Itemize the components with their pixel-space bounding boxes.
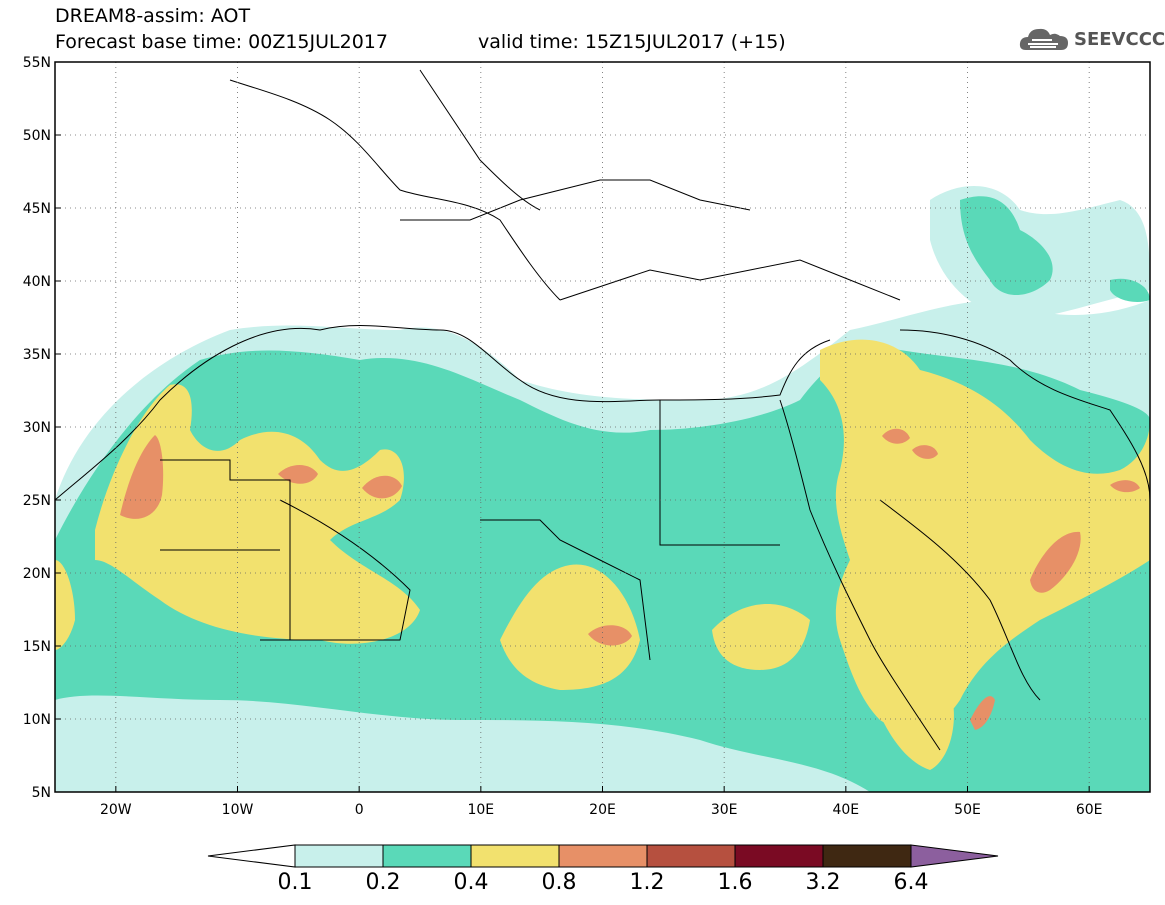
colorbar-swatch	[734, 844, 824, 868]
lat-tick-label: 15N	[23, 639, 51, 655]
colorbar-swatch	[382, 844, 472, 868]
colorbar-level-label: 1.2	[629, 870, 665, 895]
cloud-icon	[1019, 28, 1068, 50]
lon-tick-label: 10W	[222, 802, 254, 818]
aot-band-0.8	[120, 428, 1140, 730]
lat-tick-label: 25N	[23, 493, 51, 509]
lat-tick-label: 50N	[23, 128, 51, 144]
lon-tick-label: 20W	[100, 802, 132, 818]
lon-tick-label: 50E	[954, 802, 981, 818]
lat-tick-label: 55N	[23, 55, 51, 71]
logo-text: SEEVCCC	[1074, 28, 1165, 50]
map-title: DREAM8-assim: AOT	[55, 5, 251, 27]
gridlines	[55, 61, 1150, 793]
forecast-base-time: Forecast base time: 00Z15JUL2017	[55, 31, 388, 53]
colorbar-level-label: 3.2	[805, 870, 841, 895]
lon-tick-label: 60E	[1076, 802, 1103, 818]
lon-tick-label: 0	[355, 802, 364, 818]
lat-tick-label: 5N	[32, 785, 51, 801]
colorbar-over-arrow	[910, 844, 999, 868]
colorbar-level-label: 6.4	[893, 870, 929, 895]
lon-tick-label: 10E	[467, 802, 494, 818]
colorbar-swatch	[558, 844, 648, 868]
lon-tick-label: 40E	[832, 802, 859, 818]
colorbar-swatch	[294, 844, 384, 868]
seevccc-logo: SEEVCCC	[1018, 24, 1165, 54]
lat-tick-label: 20N	[23, 566, 51, 582]
lat-tick-label: 35N	[23, 347, 51, 363]
lon-tick-label: 20E	[589, 802, 616, 818]
lon-tick-label: 30E	[711, 802, 738, 818]
lat-tick-label: 45N	[23, 201, 51, 217]
colorbar-swatch	[822, 844, 912, 868]
coastlines	[55, 69, 1150, 751]
colorbar	[207, 844, 999, 868]
colorbar-level-label: 1.6	[717, 870, 753, 895]
colorbar-level-label: 0.2	[365, 870, 401, 895]
colorbar-level-label: 0.4	[453, 870, 489, 895]
axis-labels: 55N 50N 45N 40N 35N 30N 25N 20N 15N 10N 5N 20W 10W 0 1…	[23, 55, 1103, 818]
valid-time: valid time: 15Z15JUL2017 (+15)	[478, 31, 786, 53]
lat-tick-label: 40N	[23, 274, 51, 290]
colorbar-under-arrow	[207, 844, 296, 868]
colorbar-swatch	[470, 844, 560, 868]
colorbar-level-label: 0.1	[277, 870, 313, 895]
colorbar-level-label: 0.8	[541, 870, 577, 895]
colorbar-swatch	[646, 844, 736, 868]
lat-tick-label: 10N	[23, 712, 51, 728]
aot-field	[55, 62, 1150, 792]
lat-tick-label: 30N	[23, 420, 51, 436]
